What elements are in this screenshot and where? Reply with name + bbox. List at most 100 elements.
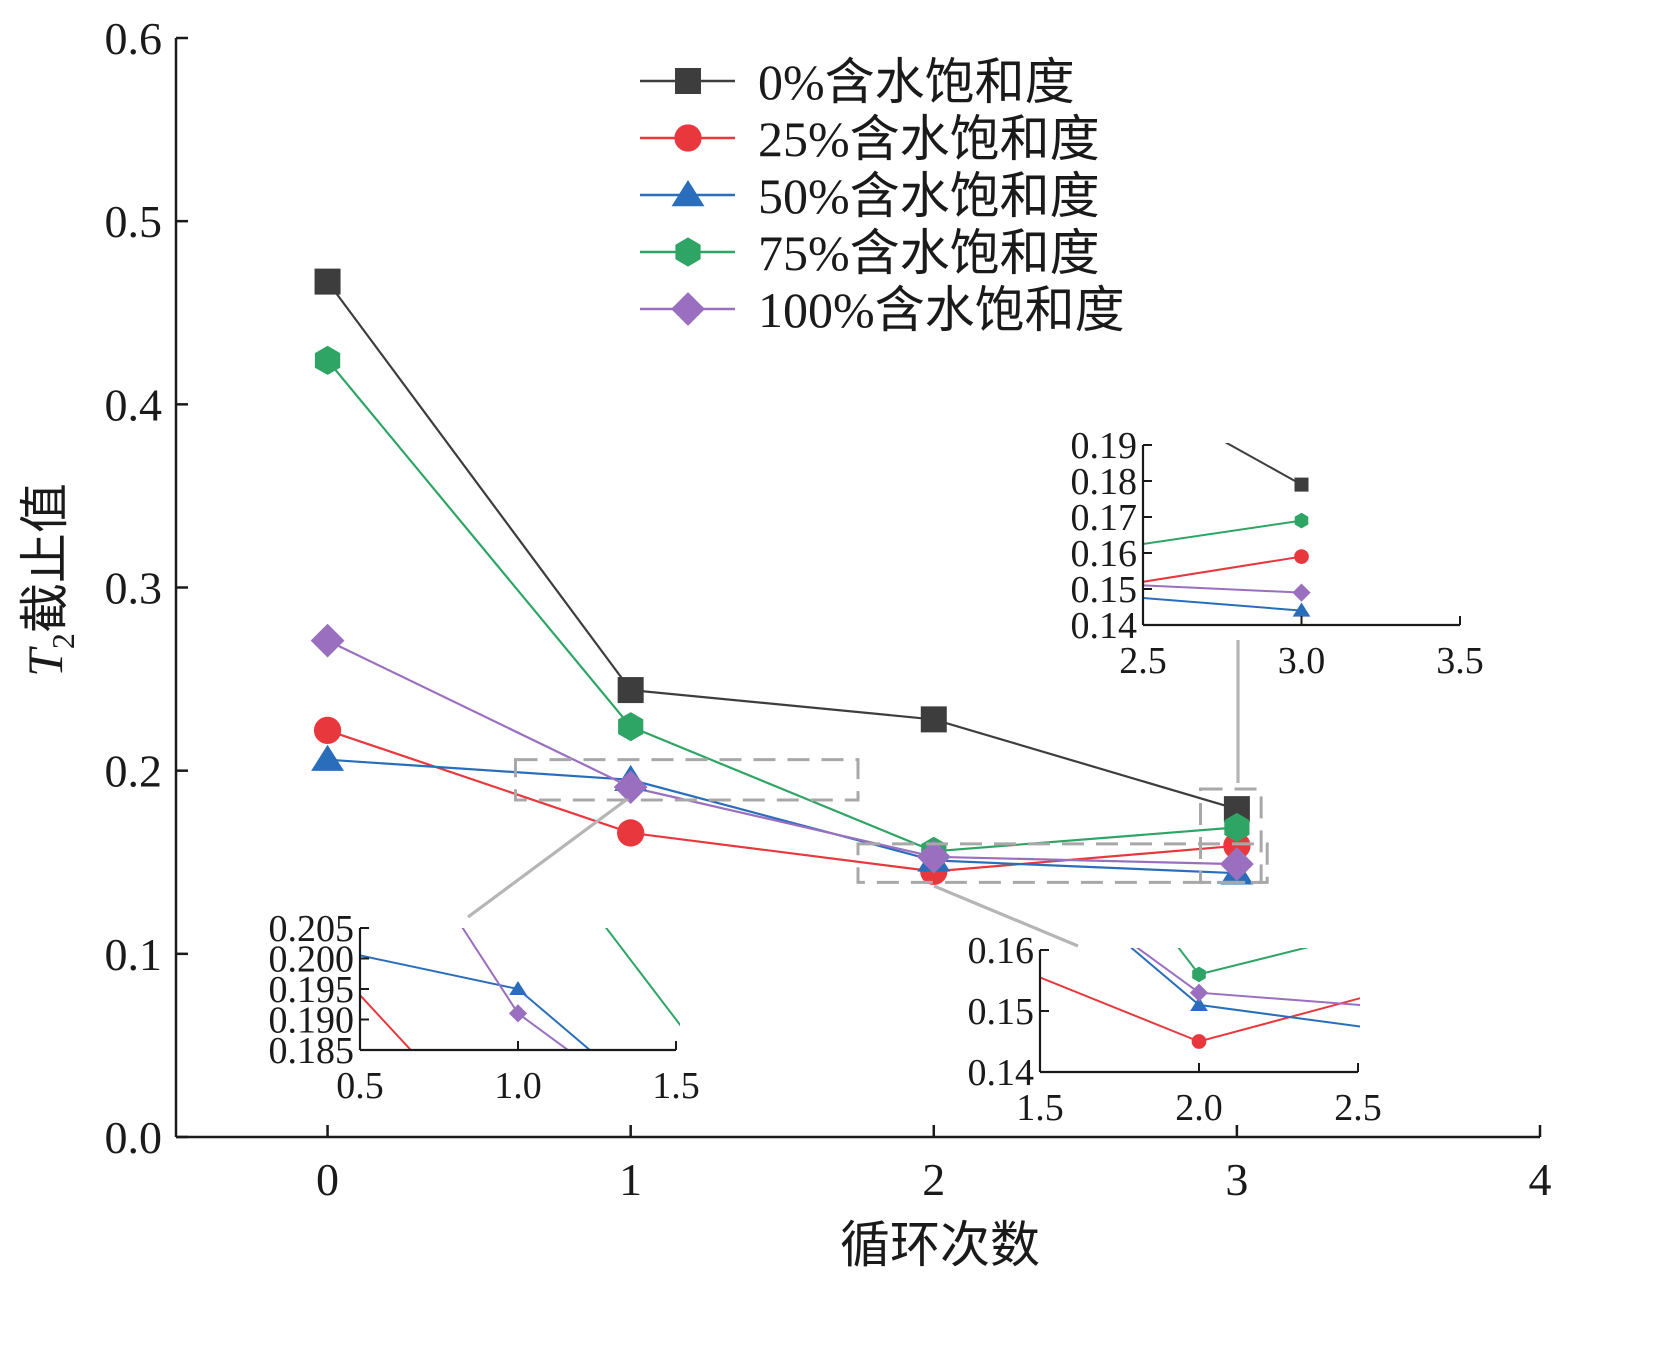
- inset-mid-x-tick-label: 2.0: [1175, 1087, 1223, 1129]
- inset-right: 0.140.150.160.170.180.19 2.5 3.0 3.5: [1071, 425, 1484, 682]
- inset-left-series-2-point: [509, 980, 527, 996]
- inset-right-series-3-point: [1294, 512, 1309, 529]
- legend-label-4: 100%含水饱和度: [758, 282, 1125, 338]
- inset-mid-series-1-point: [1191, 1034, 1207, 1049]
- inset-right-series-4-point: [1292, 583, 1311, 602]
- y-tick-label: 0.3: [105, 563, 163, 614]
- series-0-point: [314, 268, 341, 295]
- inset-right-series-1-point: [1294, 549, 1309, 564]
- y-axis-label-text: 截止值: [17, 483, 73, 633]
- series-2-point: [311, 744, 345, 771]
- inset-left-series-4-line: [461, 928, 571, 1051]
- inset-left-y-tick-label: 0.185: [269, 1030, 355, 1072]
- series-2-line: [327, 758, 1237, 875]
- inset-right-x-tick-label: 2.5: [1119, 640, 1167, 682]
- connector-left: [467, 798, 627, 919]
- x-tick-label: 0: [316, 1154, 339, 1205]
- inset-left-data: [360, 928, 680, 1051]
- series-3-point: [1224, 812, 1250, 842]
- inset-right-y-tick-label: 0.18: [1071, 461, 1138, 503]
- inset-right-y-tick-label: 0.16: [1071, 533, 1138, 575]
- inset-mid-x-tick-label: 2.5: [1334, 1087, 1382, 1129]
- y-axis-label-subscript: 2: [45, 633, 81, 649]
- inset-right-series-2-line: [1143, 596, 1302, 612]
- inset-right-series-1-line: [1143, 555, 1302, 583]
- zoom-box-mid: [856, 842, 1269, 884]
- inset-right-y-tick-label: 0.19: [1071, 425, 1138, 467]
- inset-mid: 0.14 0.15 0.16 1.5 2.0 2.5: [968, 930, 1382, 1129]
- zoom-boxes: [513, 758, 1269, 884]
- series-4-line: [327, 639, 1237, 866]
- inset-left-series-4-point: [508, 1004, 528, 1023]
- series-3-line: [326, 359, 1237, 853]
- inset-left-y-tick-label: 0.200: [269, 939, 355, 981]
- y-tick-label: 0.0: [105, 1112, 163, 1163]
- zoom-box-left: [513, 758, 860, 802]
- series-4-point: [310, 623, 345, 658]
- inset-right-y-tick-label: 0.14: [1071, 605, 1138, 647]
- x-axis-label: 循环次数: [840, 1217, 1040, 1273]
- series-1-line: [327, 729, 1237, 873]
- inset-right-y-tick-label: 0.17: [1071, 497, 1138, 539]
- legend-marker-4: [671, 292, 705, 326]
- series-1-point: [313, 716, 342, 745]
- inset-right-series-0-point: [1294, 477, 1309, 492]
- y-tick-label: 0.2: [105, 746, 163, 797]
- y-tick-label: 0.6: [105, 13, 163, 64]
- y-tick-label: 0.1: [105, 929, 163, 980]
- series-4-point: [916, 839, 951, 874]
- inset-left-y-tick-label: 0.195: [269, 969, 355, 1011]
- inset-mid-series-4-line: [1135, 948, 1360, 1007]
- legend-marker-2: [671, 180, 705, 207]
- x-tick-label: 3: [1225, 1154, 1248, 1205]
- inset-mid-y-tick-label: 0.14: [968, 1052, 1035, 1094]
- legend-label-2: 50%含水饱和度: [758, 168, 1100, 224]
- inset-left-x-tick-label: 0.5: [336, 1065, 384, 1107]
- inset-mid-series-4-point: [1189, 983, 1209, 1002]
- legend-marker-0: [675, 68, 701, 94]
- inset-left-series-3-line: [605, 928, 680, 1027]
- inset-mid-series-2-point: [1190, 996, 1208, 1011]
- inset-left-y-tick-label: 0.205: [269, 908, 355, 950]
- zoom-box-right: [1199, 787, 1263, 884]
- x-tick-label: 4: [1529, 1154, 1552, 1205]
- main-plot: 0.0 0.1 0.2 0.3 0.4 0.5 0.6 0 1 2 3 4: [105, 13, 1552, 1205]
- inset-right-data: [1143, 443, 1311, 617]
- legend-marker-3: [675, 237, 701, 267]
- x-tick-label: 1: [619, 1154, 642, 1205]
- series-3-point: [314, 345, 341, 375]
- axis-labels: 循环次数 T2截止值: [17, 483, 1040, 1273]
- legend-label-3: 75%含水饱和度: [758, 225, 1100, 281]
- series-1-point: [1223, 832, 1251, 860]
- inset-mid-data: [1040, 948, 1360, 1049]
- inset-mid-series-3-point: [1192, 966, 1206, 983]
- inset-left-y-tick-label: 0.190: [269, 1000, 355, 1042]
- inset-right-y-tick-label: 0.15: [1071, 569, 1138, 611]
- inset-right-series-2-point: [1292, 602, 1311, 617]
- inset-right-x-tick-label: 3.5: [1436, 640, 1484, 682]
- zoom-connectors: [467, 640, 1240, 948]
- series-4-point: [613, 770, 648, 805]
- inset-left-x-tick-label: 1.0: [494, 1065, 542, 1107]
- series-0-point: [617, 677, 644, 704]
- x-tick-label: 2: [922, 1154, 945, 1205]
- y-axis-label: T2截止值: [17, 483, 81, 677]
- inset-mid-y-tick-label: 0.15: [968, 991, 1035, 1033]
- series-4-point: [1219, 847, 1254, 881]
- inset-mid-y-tick-label: 0.16: [968, 930, 1035, 972]
- inset-mid-series-1-line: [1040, 976, 1360, 1043]
- legend-label-0: 0%含水饱和度: [758, 54, 1075, 110]
- inset-mid-x-tick-label: 1.5: [1016, 1087, 1064, 1129]
- inset-mid-series-2-line: [1130, 948, 1360, 1028]
- inset-left-x-tick-label: 1.5: [652, 1065, 700, 1107]
- legend-marker-1: [674, 124, 702, 152]
- y-tick-label: 0.4: [105, 379, 163, 430]
- series-0-point: [920, 706, 947, 733]
- y-tick-label: 0.5: [105, 196, 163, 247]
- legend-label-1: 25%含水饱和度: [758, 111, 1100, 167]
- connector-mid: [933, 884, 1079, 948]
- series-1-point: [617, 819, 645, 847]
